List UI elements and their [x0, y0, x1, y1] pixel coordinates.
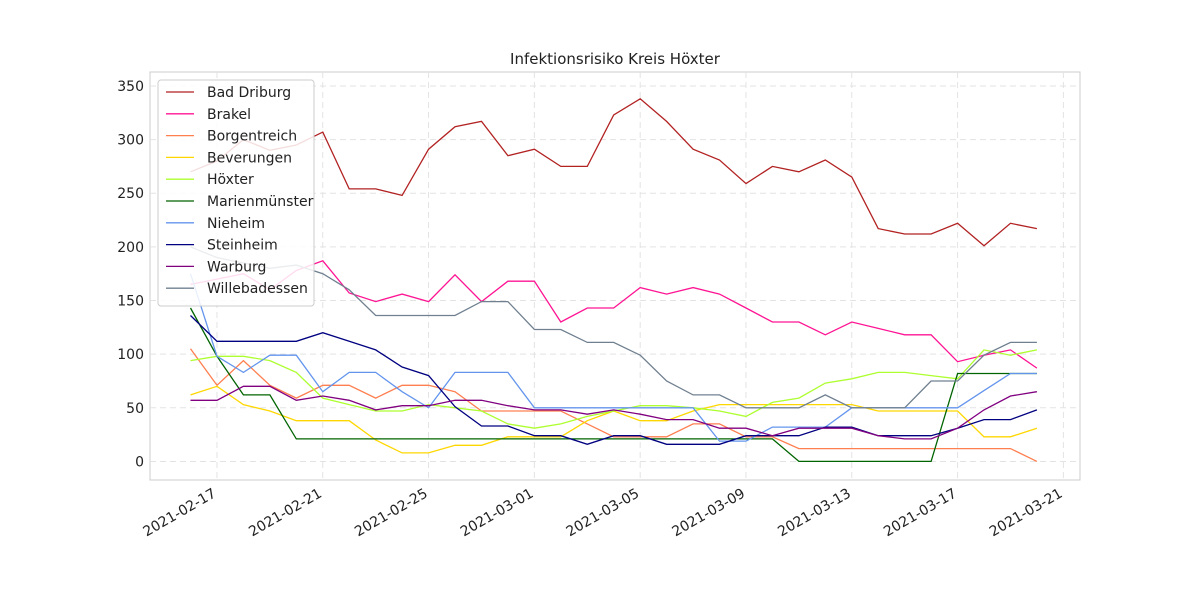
- x-tick-label: 2021-03-05: [564, 486, 642, 541]
- x-tick-label: 2021-03-13: [775, 486, 853, 541]
- x-tick-label: 2021-03-09: [669, 486, 747, 541]
- legend-label: Borgentreich: [207, 129, 297, 145]
- x-tick-label: 2021-02-17: [140, 486, 218, 541]
- series-line: [190, 349, 1038, 429]
- x-tick-label: 2021-03-01: [458, 486, 536, 541]
- y-tick-label: 200: [117, 240, 144, 256]
- x-tick-label: 2021-03-17: [881, 486, 959, 541]
- y-tick-label: 50: [126, 401, 144, 417]
- legend-label: Beverungen: [207, 150, 292, 166]
- y-tick-label: 300: [117, 133, 144, 149]
- series-line: [190, 246, 1037, 409]
- legend-box: [157, 79, 315, 307]
- legend-label: Höxter: [207, 172, 254, 188]
- y-tick-label: 350: [117, 79, 144, 95]
- x-tick-label: 2021-02-21: [246, 486, 324, 541]
- y-tick-label: 100: [117, 347, 144, 363]
- y-tick-label: 250: [117, 186, 144, 202]
- legend-label: Bad Driburg: [207, 85, 291, 101]
- legend-label: Nieheim: [207, 216, 265, 232]
- series-line: [190, 97, 1038, 247]
- series-line: [190, 315, 1038, 445]
- legend: Bad Driburg Brakel Borgentreich Beverungen H…: [157, 79, 315, 307]
- legend-label: Warburg: [207, 259, 266, 275]
- y-tick-label: 0: [135, 454, 144, 470]
- legend-label: Steinheim: [207, 238, 278, 254]
- chart-title: Infektionsrisiko Kreis Höxter: [510, 50, 721, 68]
- legend-label: Marienmünster: [207, 194, 314, 210]
- legend-label: Willebadessen: [207, 281, 308, 297]
- x-tick-label: 2021-03-21: [987, 486, 1065, 541]
- x-tick-label: 2021-02-25: [352, 486, 430, 541]
- series-line: [189, 307, 1037, 463]
- series-line: [190, 260, 1038, 369]
- series-line: [190, 385, 1038, 440]
- legend-label: Brakel: [207, 107, 251, 123]
- y-tick-label: 150: [117, 294, 144, 310]
